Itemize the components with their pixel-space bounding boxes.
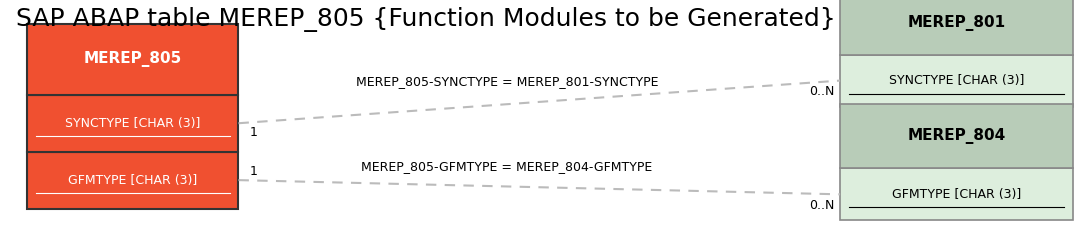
Text: GFMTYPE [CHAR (3)]: GFMTYPE [CHAR (3)] bbox=[892, 188, 1021, 201]
Bar bbox=[840, 55, 1073, 107]
Text: 0..N: 0..N bbox=[810, 199, 835, 212]
Bar bbox=[840, 168, 1073, 220]
Text: SYNCTYPE [CHAR (3)]: SYNCTYPE [CHAR (3)] bbox=[65, 117, 201, 130]
Text: MEREP_805: MEREP_805 bbox=[83, 51, 182, 67]
Text: GFMTYPE [CHAR (3)]: GFMTYPE [CHAR (3)] bbox=[68, 174, 197, 187]
Bar bbox=[27, 152, 238, 209]
Text: 1: 1 bbox=[249, 126, 257, 139]
Text: MEREP_805-SYNCTYPE = MEREP_801-SYNCTYPE: MEREP_805-SYNCTYPE = MEREP_801-SYNCTYPE bbox=[356, 75, 658, 88]
Text: SAP ABAP table MEREP_805 {Function Modules to be Generated}: SAP ABAP table MEREP_805 {Function Modul… bbox=[16, 7, 836, 32]
Text: MEREP_804: MEREP_804 bbox=[907, 128, 1006, 144]
Bar bbox=[27, 95, 238, 152]
Text: 0..N: 0..N bbox=[810, 85, 835, 98]
Text: MEREP_801: MEREP_801 bbox=[907, 14, 1006, 31]
Bar bbox=[840, 0, 1073, 55]
Text: MEREP_805-GFMTYPE = MEREP_804-GFMTYPE: MEREP_805-GFMTYPE = MEREP_804-GFMTYPE bbox=[361, 160, 653, 173]
Text: SYNCTYPE [CHAR (3)]: SYNCTYPE [CHAR (3)] bbox=[889, 74, 1024, 87]
Bar bbox=[840, 104, 1073, 168]
Bar bbox=[27, 24, 238, 95]
Text: 1: 1 bbox=[249, 165, 257, 178]
